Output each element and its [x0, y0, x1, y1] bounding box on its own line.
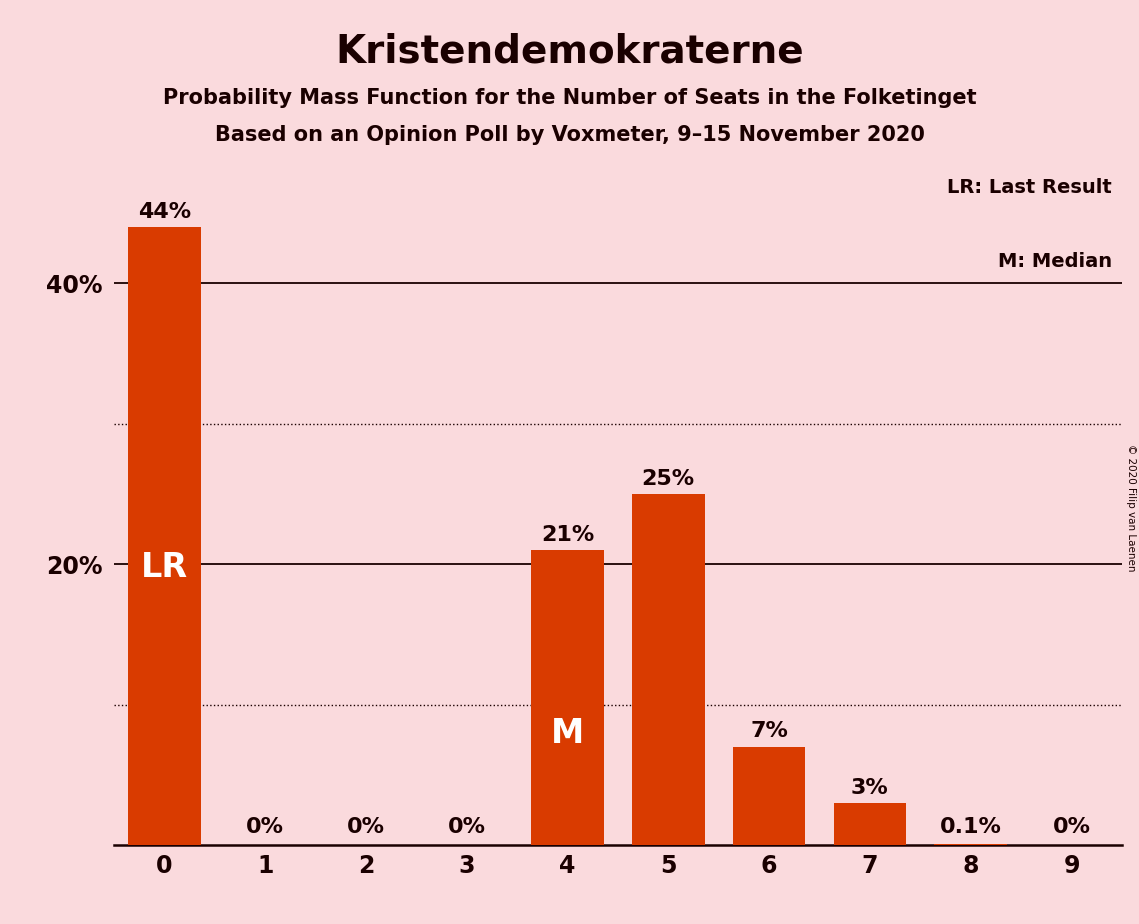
Text: M: Median: M: Median [998, 252, 1112, 271]
Bar [732, 748, 805, 845]
Bar [934, 844, 1007, 845]
Text: 0%: 0% [347, 817, 385, 837]
Bar [834, 803, 907, 845]
Bar [632, 494, 705, 845]
Text: 0%: 0% [246, 817, 284, 837]
Text: 7%: 7% [751, 722, 788, 741]
Text: Probability Mass Function for the Number of Seats in the Folketinget: Probability Mass Function for the Number… [163, 88, 976, 108]
Text: © 2020 Filip van Laenen: © 2020 Filip van Laenen [1126, 444, 1136, 572]
Text: M: M [551, 717, 584, 749]
Text: 0.1%: 0.1% [940, 817, 1001, 837]
Bar [128, 227, 200, 845]
Text: 25%: 25% [641, 468, 695, 489]
Text: Kristendemokraterne: Kristendemokraterne [335, 32, 804, 70]
Text: 0%: 0% [1052, 817, 1090, 837]
Text: Based on an Opinion Poll by Voxmeter, 9–15 November 2020: Based on an Opinion Poll by Voxmeter, 9–… [214, 125, 925, 145]
Text: 0%: 0% [448, 817, 485, 837]
Text: LR: Last Result: LR: Last Result [948, 177, 1112, 197]
Text: 3%: 3% [851, 778, 888, 797]
Text: 44%: 44% [138, 201, 191, 222]
Bar [531, 551, 604, 845]
Text: 21%: 21% [541, 525, 595, 545]
Text: LR: LR [141, 551, 188, 584]
